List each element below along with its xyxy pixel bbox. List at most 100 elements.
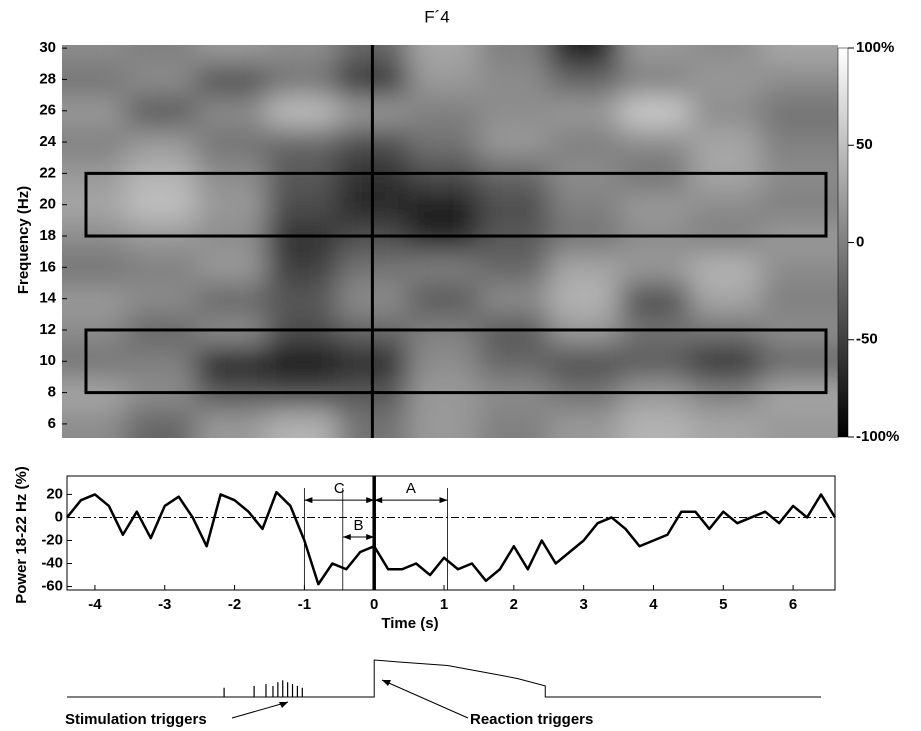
heatmap-cell: [760, 189, 838, 222]
heatmap-cell: [196, 63, 268, 97]
heatmap-cell: [196, 126, 268, 159]
y-tick-label: -60: [41, 578, 63, 595]
heatmap-cell: [196, 408, 268, 438]
heatmap-cell: [125, 345, 198, 378]
y-tick-label: -40: [41, 554, 63, 571]
heatmap-cell: [689, 282, 762, 316]
x-tick-label: -1: [298, 596, 311, 613]
arrowhead: [382, 680, 391, 686]
heatmap-cell: [478, 408, 550, 438]
heatmap: [62, 45, 838, 438]
heatmap-cell: [548, 45, 621, 65]
power-line: [66, 490, 837, 586]
heatmap-cell: [689, 45, 762, 65]
heatmap-cell: [62, 45, 127, 65]
interval-label: A: [406, 480, 416, 497]
heatmap-cell: [62, 126, 127, 159]
heatmap-cell: [548, 345, 621, 378]
heatmap-cell: [760, 251, 838, 284]
arrowhead: [342, 534, 375, 541]
heatmap-cell: [619, 408, 691, 438]
heatmap-cell: [266, 282, 339, 316]
heatmap-cell: [62, 95, 127, 128]
arrowhead: [304, 497, 375, 504]
heatmap-cell: [125, 45, 198, 65]
x-tick-label: 1: [440, 596, 448, 613]
colorbar-tick-label: 50: [856, 136, 873, 153]
heatmap-cell: [407, 45, 480, 65]
heatmap-cell: [478, 345, 550, 378]
heatmap-cell: [619, 45, 691, 65]
y-tick-label: 26: [39, 102, 56, 119]
y-tick-label: 0: [55, 508, 63, 525]
heatmap-cell: [62, 189, 127, 222]
heatmap-cell: [478, 63, 550, 97]
heatmap-cell: [478, 282, 550, 316]
heatmap-cell: [407, 126, 480, 159]
heatmap-cell: [689, 408, 762, 438]
chart-title: F´4: [424, 7, 450, 26]
heatmap-cell: [266, 126, 339, 159]
heatmap-cell: [478, 95, 550, 128]
heatmap-cell: [407, 189, 480, 222]
x-tick-label: 2: [510, 596, 518, 613]
y-axis-label: Frequency (Hz): [15, 186, 32, 294]
reaction-trace: [67, 659, 822, 698]
arrowhead: [279, 702, 288, 708]
heatmap-cell: [760, 95, 838, 128]
y-tick-label: 6: [48, 415, 56, 432]
heatmap-cell: [407, 345, 480, 378]
heatmap-cell: [619, 345, 691, 378]
heatmap-cell: [62, 251, 127, 284]
heatmap-cell: [125, 251, 198, 284]
heatmap-cell: [478, 189, 550, 222]
heatmap-cell: [196, 45, 268, 65]
heatmap-cell: [125, 63, 198, 97]
heatmap-cell: [548, 189, 621, 222]
heatmap-cell: [760, 63, 838, 97]
colorbar-tick-label: 0: [856, 233, 864, 250]
y-tick-label: -20: [41, 531, 63, 548]
x-tick-label: 6: [789, 596, 797, 613]
heatmap-cell: [407, 251, 480, 284]
x-axis-label: Time (s): [381, 615, 438, 632]
heatmap-cell: [689, 251, 762, 284]
heatmap-cell: [266, 189, 339, 222]
heatmap-cell: [619, 251, 691, 284]
heatmap-cell: [196, 251, 268, 284]
x-tick-label: 5: [719, 596, 727, 613]
x-tick-label: 3: [579, 596, 587, 613]
heatmap-cell: [548, 408, 621, 438]
heatmap-cell: [478, 45, 550, 65]
y-tick-label: 30: [39, 39, 56, 56]
heatmap-cell: [478, 126, 550, 159]
heatmap-cell: [407, 408, 480, 438]
heatmap-cell: [760, 282, 838, 316]
heatmap-cell: [407, 63, 480, 97]
heatmap-cell: [407, 95, 480, 128]
heatmap-cell: [760, 345, 838, 378]
heatmap-cell: [689, 345, 762, 378]
heatmap-cell: [689, 126, 762, 159]
colorbar-tick-label: -100%: [856, 428, 899, 445]
x-tick-label: -3: [158, 596, 171, 613]
frequency-band-box: [84, 328, 828, 395]
heatmap-cell: [548, 63, 621, 97]
heatmap-cell: [548, 251, 621, 284]
heatmap-cell: [548, 126, 621, 159]
heatmap-cell: [548, 282, 621, 316]
y-tick-label: 8: [48, 384, 56, 401]
y-tick-label: 20: [46, 485, 63, 502]
heatmap-cell: [266, 345, 339, 378]
heatmap-cell: [266, 251, 339, 284]
heatmap-cell: [689, 63, 762, 97]
interval-label: C: [334, 480, 345, 497]
heatmap-cell: [619, 63, 691, 97]
y-tick-label: 20: [39, 196, 56, 213]
arrow: [381, 679, 469, 719]
heatmap-cell: [266, 95, 339, 128]
colorbar-tick-label: -50: [856, 331, 878, 348]
heatmap-cell: [125, 408, 198, 438]
heatmap-cell: [196, 189, 268, 222]
x-tick-label: -4: [88, 596, 102, 613]
